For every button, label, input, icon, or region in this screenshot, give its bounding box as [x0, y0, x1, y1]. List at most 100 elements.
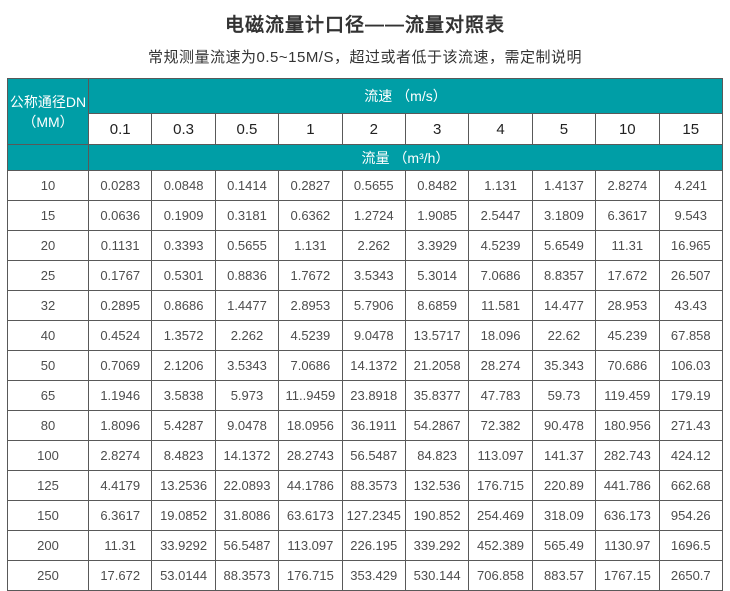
table-row: 32 0.2895 0.8686 1.4477 2.8953 5.7906 8.6859 11… [7, 290, 724, 321]
flow-value-cell: 179.19 [658, 380, 724, 411]
flow-value-cell: 35.8377 [404, 380, 470, 411]
flow-value-cell: 424.12 [658, 440, 724, 471]
velocity-header: 15 [658, 113, 724, 145]
flow-value-cell: 5.4287 [151, 410, 216, 441]
flow-value-cell: 33.9292 [151, 530, 216, 561]
flow-value-cell: 53.0144 [151, 560, 216, 591]
velocity-header: 1 [278, 113, 343, 145]
flow-value-cell: 0.1767 [87, 260, 153, 291]
flow-value-cell: 3.5838 [151, 380, 216, 411]
flow-value-cell: 530.144 [404, 560, 470, 591]
flow-group-header: 流量 （m³/h） [88, 144, 723, 171]
flow-value-cell: 0.3393 [151, 230, 216, 261]
table-row: 40 0.4524 1.3572 2.262 4.5239 9.0478 13.5717 18… [7, 320, 724, 351]
flow-value-cell: 1.4477 [214, 290, 280, 321]
flow-value-cell: 0.1131 [87, 230, 153, 261]
flow-value-cell: 1.4137 [531, 170, 597, 201]
dn-cell: 250 [7, 560, 89, 591]
dn-header-line1: 公称通径DN [9, 93, 87, 110]
flow-value-cell: 254.469 [468, 500, 533, 531]
table-row: 150 6.3617 19.0852 31.8086 63.6173 127.2345 19… [7, 500, 724, 531]
flow-value-cell: 176.715 [278, 560, 343, 591]
flow-value-cell: 3.1809 [531, 200, 597, 231]
flow-value-cell: 180.956 [595, 410, 660, 441]
flow-value-cell: 176.715 [468, 470, 533, 501]
table-row: 15 0.0636 0.1909 0.3181 0.6362 1.2724 1.9085 2.… [7, 200, 724, 231]
flow-value-cell: 88.3573 [214, 560, 280, 591]
table-row: 20 0.1131 0.3393 0.5655 1.131 2.262 3.3929 4.52… [7, 230, 724, 261]
flow-value-cell: 23.8918 [341, 380, 406, 411]
flow-value-cell: 90.478 [531, 410, 597, 441]
velocity-group-header: 流速 （m/s） [88, 78, 723, 114]
flow-value-cell: 1.131 [468, 170, 533, 201]
table-row: 80 1.8096 5.4287 9.0478 18.0956 36.1911 54.286… [7, 410, 724, 441]
flow-value-cell: 11.31 [87, 530, 153, 561]
flow-value-cell: 7.0686 [468, 260, 533, 291]
flow-value-cell: 2.1206 [151, 350, 216, 381]
flow-value-cell: 441.786 [595, 470, 660, 501]
dn-cell: 50 [7, 350, 89, 381]
flow-value-cell: 1.131 [278, 230, 343, 261]
flow-value-cell: 5.3014 [404, 260, 470, 291]
velocity-header: 3 [404, 113, 470, 145]
header-row-flow: 流量 （m³/h） [7, 144, 723, 171]
flow-value-cell: 36.1911 [341, 410, 406, 441]
flow-value-cell: 16.965 [658, 230, 724, 261]
flow-value-cell: 72.382 [468, 410, 533, 441]
dn-header-line2: （MM） [22, 113, 74, 130]
flow-value-cell: 220.89 [531, 470, 597, 501]
flow-value-cell: 954.26 [658, 500, 724, 531]
flow-value-cell: 0.8482 [404, 170, 470, 201]
flow-value-cell: 2.5447 [468, 200, 533, 231]
velocity-header: 5 [531, 113, 597, 145]
flow-value-cell: 35.343 [531, 350, 597, 381]
flow-value-cell: 706.858 [468, 560, 533, 591]
dn-cell: 15 [7, 200, 89, 231]
dn-cell: 100 [7, 440, 89, 471]
flow-value-cell: 11..9459 [278, 380, 343, 411]
flow-value-cell: 6.3617 [595, 200, 660, 231]
header-row-groups: 公称通径DN （MM） 流速 （m/s） [7, 78, 723, 145]
flow-value-cell: 1130.97 [595, 530, 660, 561]
flow-value-cell: 0.1909 [151, 200, 216, 231]
flow-value-cell: 8.4823 [151, 440, 216, 471]
flow-value-cell: 44.1786 [278, 470, 343, 501]
flow-value-cell: 4.241 [658, 170, 724, 201]
flow-value-cell: 0.5655 [214, 230, 280, 261]
flow-value-cell: 2.8274 [595, 170, 660, 201]
dn-cell: 65 [7, 380, 89, 411]
flow-value-cell: 6.3617 [87, 500, 153, 531]
flow-value-cell: 0.0848 [151, 170, 216, 201]
flow-value-cell: 339.292 [404, 530, 470, 561]
flow-value-cell: 8.8357 [531, 260, 597, 291]
flow-value-cell: 54.2867 [404, 410, 470, 441]
table-row: 65 1.1946 3.5838 5.973 11..9459 23.8918 35.837… [7, 380, 724, 411]
header-row-velocities: 0.1 0.3 0.5 1 2 3 4 5 10 15 [8, 113, 724, 145]
flow-value-cell: 127.2345 [341, 500, 406, 531]
table-row: 100 2.8274 8.4823 14.1372 28.2743 56.5487 84.8… [7, 440, 724, 471]
flow-value-cell: 18.0956 [278, 410, 343, 441]
flow-value-cell: 271.43 [658, 410, 724, 441]
flow-value-cell: 0.5301 [151, 260, 216, 291]
flow-value-cell: 106.03 [658, 350, 724, 381]
flow-value-cell: 43.43 [658, 290, 724, 321]
dn-cell: 40 [7, 320, 89, 351]
flow-value-cell: 113.097 [278, 530, 343, 561]
flow-value-cell: 662.68 [658, 470, 724, 501]
flow-value-cell: 8.6859 [404, 290, 470, 321]
flow-value-cell: 22.62 [531, 320, 597, 351]
flow-value-cell: 2.262 [341, 230, 406, 261]
flow-value-cell: 0.4524 [87, 320, 153, 351]
flow-value-cell: 452.389 [468, 530, 533, 561]
flow-value-cell: 56.5487 [214, 530, 280, 561]
flow-value-cell: 1767.15 [595, 560, 660, 591]
flow-value-cell: 0.2895 [87, 290, 153, 321]
flow-value-cell: 0.6362 [278, 200, 343, 231]
flow-value-cell: 59.73 [531, 380, 597, 411]
flow-value-cell: 17.672 [87, 560, 153, 591]
page-title: 电磁流量计口径——流量对照表 [224, 15, 505, 36]
page-subtitle: 常规测量流速为0.5~15M/S，超过或者低于该流速，需定制说明 [148, 49, 582, 66]
flow-value-cell: 70.686 [595, 350, 660, 381]
flow-value-cell: 2.8953 [278, 290, 343, 321]
dn-cell: 10 [7, 170, 89, 201]
